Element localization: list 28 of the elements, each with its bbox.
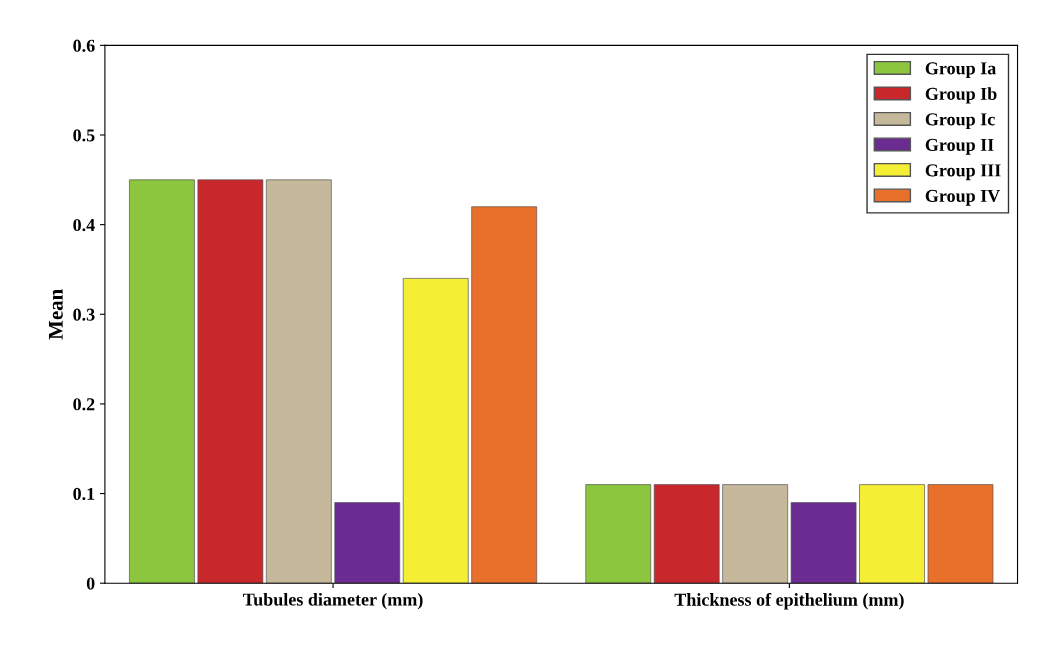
bar bbox=[585, 484, 652, 584]
y-tick-label: 0.6 bbox=[73, 39, 95, 52]
legend-label: Group Ia bbox=[925, 62, 996, 79]
bar bbox=[334, 502, 401, 584]
y-axis-title: Mean bbox=[48, 289, 63, 340]
bar bbox=[859, 484, 925, 584]
y-tick-label: 0.5 bbox=[73, 129, 95, 142]
bar bbox=[927, 484, 994, 584]
y-tick-label: 0.4 bbox=[73, 218, 95, 232]
legend-label: Group Ic bbox=[925, 113, 995, 130]
bar bbox=[790, 502, 857, 584]
legend-label: Group II bbox=[925, 138, 994, 155]
bar bbox=[471, 206, 538, 584]
bar bbox=[402, 278, 469, 584]
y-tick-label: 0.2 bbox=[73, 398, 95, 411]
bar bbox=[653, 484, 720, 584]
bar bbox=[722, 484, 789, 584]
y-tick-label: 0.3 bbox=[73, 308, 95, 321]
bar bbox=[129, 179, 195, 584]
legend-label: Group Ib bbox=[925, 87, 997, 104]
x-tick-label: Thickness of epithelium (mm) bbox=[674, 592, 904, 610]
bar bbox=[197, 179, 264, 584]
legend-label: Group III bbox=[925, 164, 1001, 181]
y-tick-label: 0 bbox=[86, 577, 95, 590]
bar bbox=[265, 179, 332, 584]
legend-label: Group IV bbox=[925, 189, 1001, 206]
x-tick-label: Tubules diameter (mm) bbox=[243, 592, 423, 610]
y-tick-label: 0.1 bbox=[73, 487, 95, 501]
